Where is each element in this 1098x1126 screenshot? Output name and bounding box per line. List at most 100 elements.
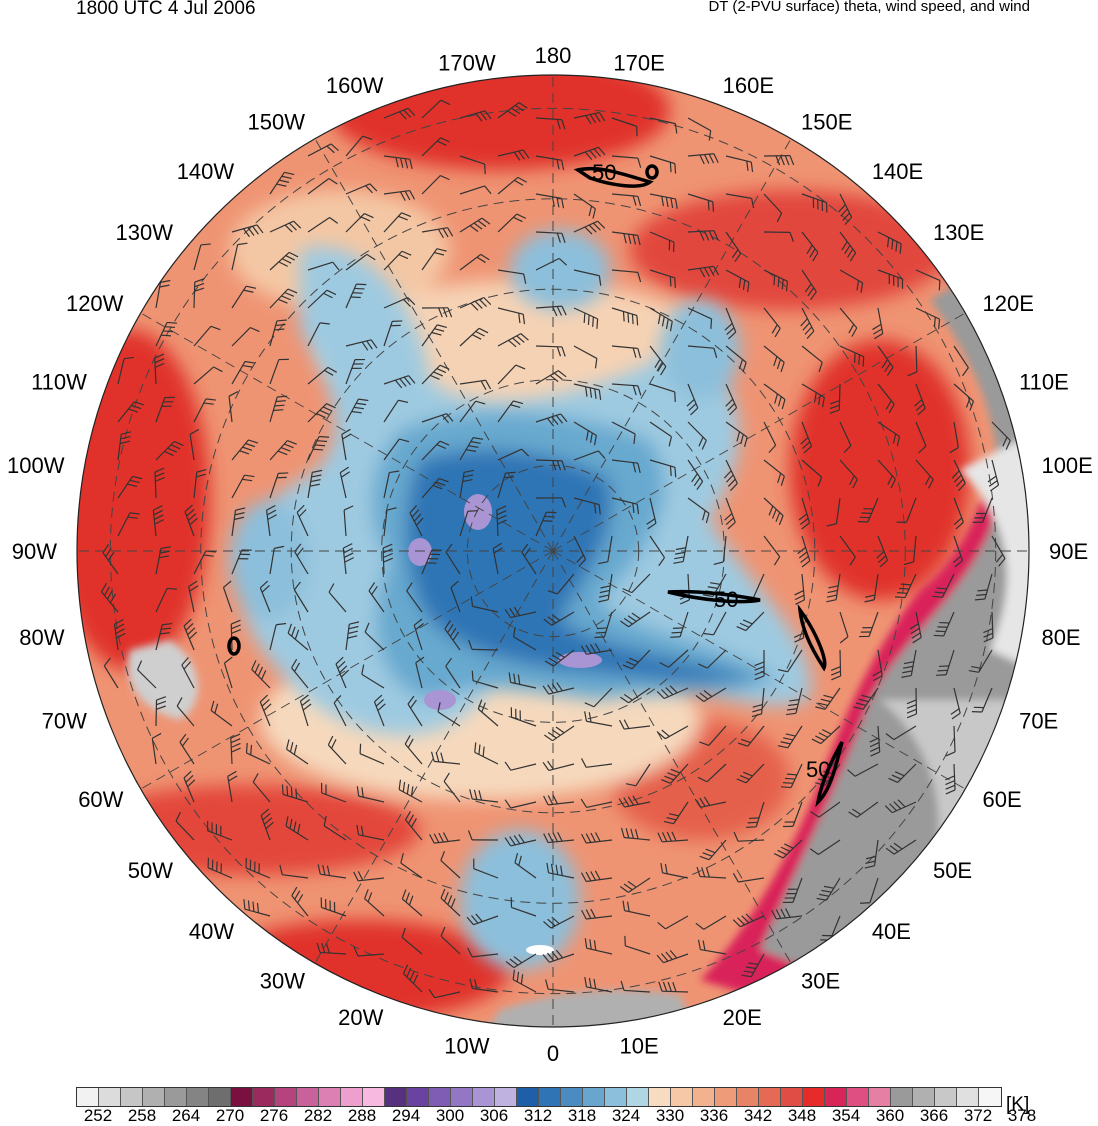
wind-barb — [535, 155, 565, 171]
wind-barb — [932, 573, 955, 598]
wind-barb — [877, 231, 902, 254]
latitude-circle — [290, 288, 816, 814]
wind-barb — [573, 193, 596, 219]
wind-barb — [245, 742, 271, 765]
colorbar-swatch — [891, 1088, 913, 1106]
longitude-label: 10E — [620, 1033, 659, 1058]
wind-barb — [584, 711, 613, 727]
colorbar-swatch — [429, 1088, 451, 1106]
wind-barb — [801, 459, 823, 487]
wind-barb — [953, 383, 975, 411]
wind-barb — [611, 269, 642, 283]
wind-barb — [421, 248, 447, 271]
wind-barb — [406, 582, 423, 613]
wind-barb — [497, 471, 516, 499]
longitude-label: 50W — [128, 858, 173, 883]
longitude-label: 120E — [983, 291, 1034, 316]
wind-barb — [269, 288, 298, 309]
wind-barb — [611, 117, 638, 137]
colorbar-tick-label: 360 — [875, 1106, 905, 1125]
wind-barb — [228, 391, 239, 423]
wind-barb — [415, 656, 425, 689]
wind-barb — [798, 497, 811, 530]
wind-barb — [401, 889, 423, 917]
longitude-label: 60E — [983, 787, 1022, 812]
colorbar-swatch — [517, 1088, 539, 1106]
wind-barb — [497, 333, 529, 348]
wind-barb — [269, 440, 297, 461]
colorbar-swatch — [737, 1088, 759, 1106]
wind-barb — [618, 795, 651, 808]
wind-barb — [974, 573, 993, 601]
colorbar-tick-label: 354 — [831, 1106, 861, 1125]
wind-barb — [991, 535, 1006, 567]
wind-barb — [657, 915, 689, 930]
wind-barb — [686, 383, 699, 416]
wind-barb — [535, 370, 567, 385]
wind-barb — [687, 153, 719, 165]
longitude-label: 100E — [1041, 453, 1092, 478]
wind-barb — [660, 862, 689, 879]
wind-barb — [269, 395, 288, 423]
wind-barb — [619, 719, 651, 730]
wind-barb — [971, 687, 993, 713]
wind-barb — [877, 345, 894, 376]
wind-barb — [231, 474, 255, 499]
wind-barb — [307, 322, 330, 347]
wind-barb — [535, 231, 566, 243]
wind-barb — [781, 763, 803, 789]
wind-barb — [723, 459, 738, 492]
wind-barb — [649, 231, 675, 253]
wind-barb — [383, 438, 410, 461]
longitude-label: 130E — [933, 220, 984, 245]
longitude-label: 40W — [189, 919, 234, 944]
theta-field — [77, 75, 1029, 1027]
wind-barb — [243, 899, 271, 917]
wind-barb — [581, 832, 613, 844]
wind-barb — [307, 469, 323, 499]
wind-barb — [611, 193, 642, 207]
wind-barb — [983, 611, 994, 643]
wind-barb — [724, 307, 737, 340]
colorbar-swatch — [341, 1088, 363, 1106]
longitude-label: 30E — [801, 969, 840, 994]
wind-barb — [649, 269, 676, 288]
wind-barb — [573, 146, 606, 160]
wind-barb — [696, 866, 727, 879]
wind-barb — [659, 649, 689, 668]
wind-barb — [469, 789, 499, 803]
wind-barb — [459, 217, 491, 233]
wind-barb — [535, 345, 566, 357]
wind-barb — [543, 725, 575, 742]
longitude-label: 160W — [326, 73, 384, 98]
wind-barb — [368, 582, 385, 613]
wind-barb — [504, 761, 537, 771]
polar-map: 50 50 50 180 170E 160E 150E 140E 130E 120E 110E… — [7, 43, 1093, 1066]
colorbar-swatch — [781, 1088, 803, 1106]
wind-barb — [440, 888, 461, 917]
wind-barb — [953, 497, 964, 530]
wind-barb — [763, 421, 777, 454]
wind-barb — [103, 657, 119, 689]
wind-barb — [914, 383, 926, 416]
colorbar-swatch — [143, 1088, 165, 1106]
longitude-label: 170E — [613, 51, 664, 76]
wind-barb — [945, 725, 956, 757]
wind-barb — [915, 459, 934, 489]
longitude-label: 50E — [933, 858, 972, 883]
wind-barb — [193, 366, 223, 385]
wind-barb — [895, 573, 917, 599]
wind-barb — [697, 763, 727, 783]
wind-barb — [598, 573, 613, 603]
wind-barb — [826, 573, 841, 603]
wind-barb — [725, 193, 755, 209]
colorbar-tick-label: 342 — [743, 1106, 773, 1125]
wind-barb — [382, 543, 394, 575]
wind-barb — [328, 583, 347, 613]
colorbar-swatch — [495, 1088, 517, 1106]
wind-barb — [421, 413, 454, 424]
wind-barb — [782, 801, 803, 828]
wind-barb — [801, 193, 828, 213]
wind-barb — [801, 269, 817, 301]
colorbar-swatch — [187, 1088, 209, 1106]
